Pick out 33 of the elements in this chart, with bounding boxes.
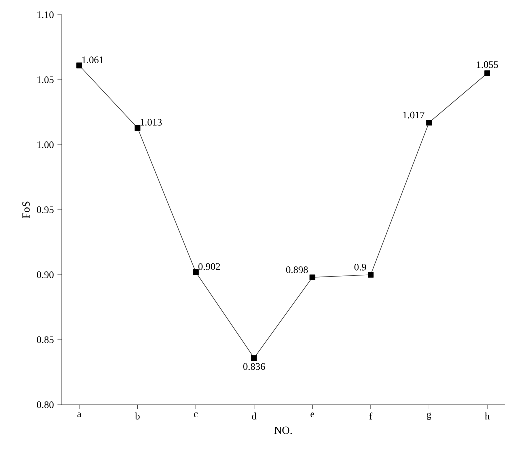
point [251, 355, 258, 362]
point [310, 274, 316, 280]
x-axis-title: NO. [274, 426, 292, 434]
y-tick-label: 1.00 [38, 142, 54, 148]
point [134, 125, 141, 131]
y-tick-label: 0.90 [37, 272, 54, 278]
y-tick-label: 0.80 [37, 402, 54, 408]
point [484, 70, 490, 76]
y-tick-label: 1.05 [38, 76, 54, 84]
x-tick-label: h [485, 412, 490, 420]
y-tick-label: 0.95 [37, 206, 54, 214]
point [193, 270, 199, 276]
point [76, 62, 82, 69]
y-tick-label: 0.85 [37, 336, 54, 344]
x-tick-label: a [78, 412, 82, 418]
x-tick-label: c [194, 412, 198, 418]
data-label: 0.836 [244, 363, 266, 370]
x-tick-label: d [252, 412, 257, 420]
data-label: 1.061 [82, 56, 104, 64]
x-tick-label: e [310, 412, 315, 418]
data-label: 0.898 [286, 266, 308, 274]
x-tick-label: g [427, 412, 432, 420]
data-label: 1.013 [140, 119, 162, 126]
y-tick-label: 1.10 [38, 12, 54, 18]
data-label: 0.9 [354, 264, 366, 271]
data-label: 1.017 [403, 112, 425, 119]
y-axis-title: FoS [22, 202, 30, 219]
x-tick-label: b [135, 412, 140, 420]
point [368, 272, 374, 278]
x-tick-label: f [370, 412, 373, 420]
data-label: 1.055 [477, 62, 498, 68]
point [426, 120, 432, 126]
data-label: 0.902 [198, 263, 220, 270]
